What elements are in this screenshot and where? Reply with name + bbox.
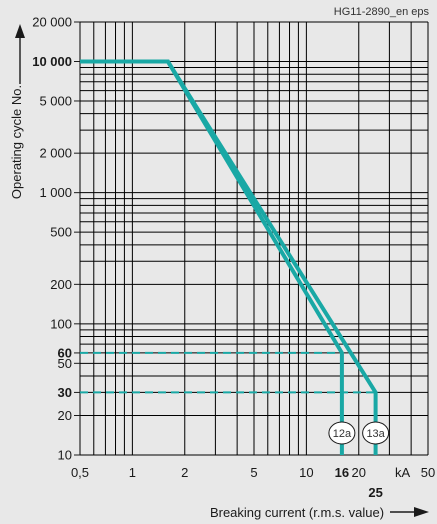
- y-tick-label: 30: [58, 385, 72, 400]
- y-tick-label: 1 000: [39, 185, 72, 200]
- y-tick-label: 2 000: [39, 146, 72, 161]
- y-axis-arrow: [15, 24, 25, 84]
- x-tick-label: 1: [129, 465, 136, 480]
- series-line: [80, 59, 344, 455]
- x-tick-label: 20: [352, 465, 366, 480]
- y-tick-label: 10: [58, 448, 72, 463]
- y-tick-labels: 20 000 10 000 5 000 2 000 1 000 500 200 100 6050…: [32, 15, 80, 463]
- x-tick-label: 5: [250, 465, 257, 480]
- y-tick-label: 50: [58, 356, 72, 371]
- y-tick-label: 500: [50, 225, 72, 240]
- y-tick-label: 10 000: [32, 54, 72, 69]
- series-label-circle: [328, 421, 356, 445]
- y-tick-label: 60: [58, 345, 72, 360]
- series-label-circle: [362, 421, 390, 445]
- x-tick-label: 10: [299, 465, 313, 480]
- y-tick-label: 200: [50, 277, 72, 292]
- y-axis-title: Operating cycle No.: [9, 85, 24, 199]
- series-label: 13a: [366, 428, 385, 440]
- figure-ref: HG11-2890_en eps: [334, 6, 430, 18]
- series: 12a 13a: [80, 59, 390, 455]
- x-tick-label: 2: [181, 465, 188, 480]
- x-axis-arrow: [390, 507, 429, 517]
- y-tick-label: 20 000: [32, 15, 72, 30]
- reference-lines: [80, 351, 376, 394]
- x-tick-label: 16: [335, 465, 349, 480]
- x-axis-title: Breaking current (r.m.s. value): [210, 505, 384, 520]
- x-tick-label: 0,5: [71, 465, 89, 480]
- x-unit-label: kA: [395, 465, 411, 480]
- x-tick-label: 50: [421, 465, 435, 480]
- series-label: 12a: [333, 428, 352, 440]
- x-tick-label-extra: 25: [368, 485, 382, 500]
- y-tick-label: 100: [50, 316, 72, 331]
- y-tick-label: 20: [58, 408, 72, 423]
- y-tick-label: 5 000: [39, 93, 72, 108]
